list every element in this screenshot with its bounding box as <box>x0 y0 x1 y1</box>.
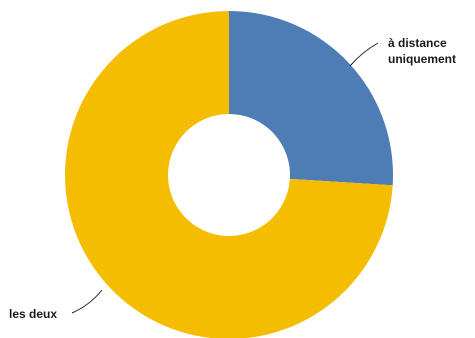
slice-label-a-distance: à distance uniquement <box>388 36 456 66</box>
donut-slice-0 <box>229 10 394 186</box>
leader-line-les-deux <box>71 289 103 314</box>
slice-label-a-distance-line-2: uniquement <box>388 52 456 66</box>
donut-slices <box>65 10 394 338</box>
slice-label-a-distance-line-1: à distance <box>388 36 447 50</box>
slice-label-les-deux-line-1: les deux <box>9 307 57 321</box>
donut-slice-1 <box>65 11 393 338</box>
slice-label-les-deux: les deux <box>9 307 57 321</box>
leader-line-a-distance <box>349 42 379 67</box>
